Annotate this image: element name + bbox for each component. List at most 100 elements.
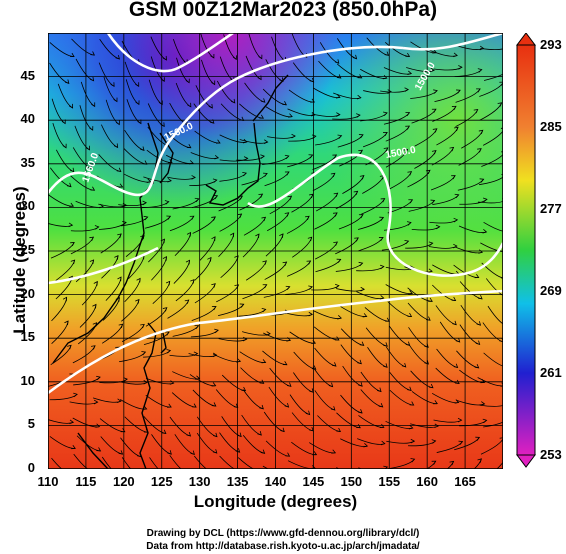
streamline-arrow — [161, 429, 167, 434]
streamline-arrow — [94, 225, 100, 230]
y-axis-label: Latitude (degrees) — [10, 186, 29, 334]
streamline-arrow — [236, 358, 242, 363]
streamline-arrow — [473, 108, 479, 114]
streamline-arrow — [308, 311, 314, 317]
streamline-arrow — [91, 102, 96, 108]
colorbar-min-arrow — [516, 454, 536, 468]
streamline-arrow — [401, 362, 407, 368]
streamline-arrow — [357, 359, 362, 365]
streamline-arrow — [110, 82, 115, 87]
streamline-arrow — [455, 337, 461, 343]
streamline-arrow — [137, 119, 142, 125]
streamline-arrow — [354, 237, 359, 242]
streamline-arrow — [482, 229, 488, 234]
streamline-arrow — [352, 54, 358, 60]
streamline-arrow — [358, 134, 364, 139]
streamline-arrow — [230, 232, 235, 238]
streamlines — [48, 33, 503, 469]
streamline-arrow — [380, 198, 386, 203]
streamline-arrow — [160, 238, 165, 244]
streamline-arrow — [68, 222, 74, 228]
streamline-arrow — [115, 120, 120, 126]
streamline — [121, 457, 132, 469]
streamline-arrow — [403, 148, 409, 154]
streamline-arrow — [336, 74, 342, 79]
streamline-arrow — [61, 119, 66, 125]
streamline-arrow — [69, 52, 75, 57]
streamline-arrow — [408, 290, 414, 295]
streamline-arrow — [309, 426, 314, 432]
streamline-arrow — [379, 295, 385, 300]
streamline — [482, 130, 503, 146]
streamline-arrow — [330, 406, 336, 411]
streamline-arrow — [479, 178, 485, 183]
colorbar-tick-label: 293 — [540, 37, 562, 52]
streamline-arrow — [116, 167, 122, 173]
streamline-arrow — [118, 183, 124, 188]
streamline-arrow — [405, 125, 410, 130]
streamline-arrow — [357, 74, 363, 79]
streamline-arrow — [260, 98, 266, 103]
streamline-arrow — [262, 260, 267, 265]
streamline-arrow — [261, 216, 267, 222]
streamline-arrow — [68, 103, 74, 109]
streamline-arrow — [477, 458, 482, 463]
streamline-arrow — [64, 79, 70, 84]
streamline-arrow — [120, 428, 126, 433]
streamline-arrow — [117, 233, 122, 238]
height-contours — [48, 33, 503, 395]
streamline-arrow — [89, 236, 95, 241]
streamline — [483, 221, 503, 232]
streamline-arrow — [284, 171, 290, 176]
streamline-arrow — [257, 75, 262, 81]
streamline — [101, 456, 112, 469]
colorbar-scale — [516, 44, 536, 456]
streamline-arrow — [211, 236, 216, 241]
streamline-arrow — [142, 160, 148, 165]
streamline-arrow — [358, 149, 363, 154]
streamline-arrow — [337, 315, 342, 320]
streamline-arrow — [387, 89, 392, 94]
streamline-arrow — [165, 280, 171, 286]
streamline-arrow — [476, 321, 482, 326]
streamline-arrow — [358, 214, 364, 219]
streamline-arrow — [207, 256, 212, 262]
streamline — [483, 73, 503, 81]
streamline-arrow — [334, 59, 340, 64]
streamline-arrow — [330, 172, 336, 178]
streamline-arrow — [435, 224, 441, 230]
streamline-arrow — [362, 313, 368, 318]
streamline-arrow — [212, 352, 218, 358]
streamline-arrow — [64, 320, 69, 326]
streamline-arrow — [424, 359, 429, 365]
streamline-arrow — [382, 74, 388, 80]
streamline-arrow — [449, 146, 455, 152]
streamline-arrow — [255, 233, 260, 239]
streamline-arrow — [85, 145, 90, 151]
streamline-arrow — [310, 98, 316, 103]
streamline-arrow — [166, 215, 172, 220]
streamline-arrow — [383, 111, 388, 116]
x-tick-label: 115 — [75, 474, 97, 489]
streamline — [496, 461, 503, 469]
streamline-arrow — [428, 241, 434, 246]
streamline-arrow — [257, 431, 262, 436]
streamline-arrow — [453, 363, 459, 369]
streamline-arrow — [115, 54, 121, 60]
streamline-arrow — [499, 81, 503, 86]
streamline-arrow — [235, 448, 241, 453]
x-tick-label: 150 — [340, 474, 363, 489]
streamline-arrow — [336, 112, 341, 117]
credit-drawing: Drawing by DCL (https://www.gfd-dennou.o… — [146, 528, 420, 539]
streamline-arrow — [408, 425, 414, 430]
streamline-arrow — [383, 342, 388, 347]
streamline-arrow — [456, 89, 461, 94]
streamline-arrow — [212, 449, 218, 454]
streamline-arrow — [378, 403, 384, 408]
streamline-arrow — [242, 171, 248, 177]
streamline — [219, 455, 235, 469]
streamline-arrow — [96, 447, 102, 452]
streamline-arrow — [453, 217, 459, 223]
streamline-arrow — [67, 344, 72, 350]
streamline-arrow — [189, 215, 195, 220]
